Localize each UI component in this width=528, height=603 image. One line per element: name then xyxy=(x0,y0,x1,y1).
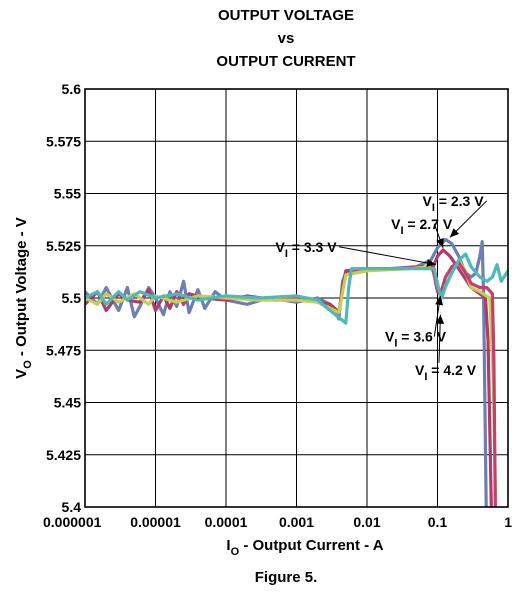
y-tick-label: 5.525 xyxy=(46,238,81,254)
x-tick-label: 0.01 xyxy=(353,514,380,530)
y-tick-label: 5.575 xyxy=(46,133,81,149)
title-line-2: vs xyxy=(278,30,295,47)
annotation-arrowhead-3 xyxy=(426,259,436,267)
annotation-arrowhead-1 xyxy=(449,228,460,238)
chart-title: OUTPUT VOLTAGE vs OUTPUT CURRENT xyxy=(216,7,355,70)
series-annotations: VI = 2.3 VVI = 2.7 VVI = 3.3 VVI = 3.6 V… xyxy=(275,193,488,383)
y-tick-label: 5.45 xyxy=(54,395,81,411)
annotation-arrowhead-5 xyxy=(436,314,445,324)
annotation-label-2: VI = 2.7 V xyxy=(391,216,453,237)
y-axis-label: VO - Output Voltage - V xyxy=(13,217,34,379)
x-tick-labels: 0.000001 0.00001 0.0001 0.001 0.01 0.1 1 xyxy=(43,514,512,530)
x-tick-label: 0.0001 xyxy=(205,514,248,530)
x-tick-label: 0.001 xyxy=(279,514,314,530)
plot-frame xyxy=(84,88,509,508)
annotation-label-3: VI = 3.3 V xyxy=(275,239,337,260)
annotation-arrowhead-4 xyxy=(435,295,444,306)
x-tick-label: 0.00001 xyxy=(130,514,181,530)
annotation-label-5: VI = 4.2 V xyxy=(415,362,477,383)
series-line-2 xyxy=(85,248,493,507)
title-line-3: OUTPUT CURRENT xyxy=(216,53,355,70)
series-lines xyxy=(85,237,508,507)
annotation-arrowhead-2 xyxy=(436,238,444,248)
x-tick-label: 0.1 xyxy=(428,514,448,530)
x-tick-label: 0.000001 xyxy=(43,514,102,530)
x-axis-label: IO - Output Current - A xyxy=(226,537,383,558)
y-tick-labels: 5.6 5.575 5.55 5.525 5.5 5.475 5.45 5.425 5.4 xyxy=(46,81,81,515)
title-line-1: OUTPUT VOLTAGE xyxy=(218,7,354,24)
annotation-leader-3 xyxy=(338,246,437,266)
figure-caption: Figure 5. xyxy=(255,569,318,586)
y-tick-label: 5.6 xyxy=(62,81,82,97)
x-tick-label: 1 xyxy=(504,514,512,530)
y-tick-label: 5.425 xyxy=(46,447,81,463)
series-line-5 xyxy=(85,252,508,325)
y-tick-label: 5.5 xyxy=(62,290,82,306)
y-tick-label: 5.55 xyxy=(54,186,81,202)
y-tick-label: 5.475 xyxy=(46,342,81,358)
y-tick-label: 5.4 xyxy=(62,499,82,515)
annotation-label-1: VI = 2.3 V xyxy=(422,193,484,214)
